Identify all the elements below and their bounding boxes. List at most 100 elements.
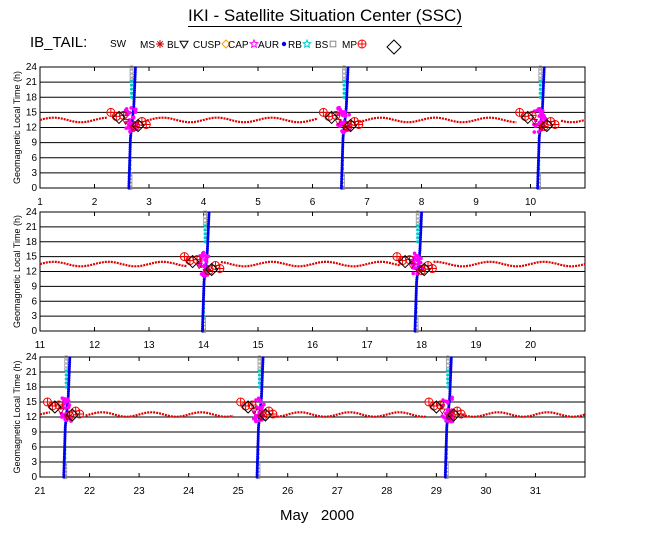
diamond-point xyxy=(446,408,461,422)
aur-point xyxy=(541,93,545,97)
aur-point xyxy=(256,448,260,452)
x-tick-label: 4 xyxy=(201,197,207,208)
aur-point xyxy=(418,251,422,255)
aur-point xyxy=(418,235,422,239)
legend-item: AUR xyxy=(258,39,289,51)
aur-point xyxy=(202,296,206,300)
aur-point xyxy=(341,145,345,149)
aur-point xyxy=(202,289,206,293)
aur-point xyxy=(67,372,71,375)
x-axis-title: May 2000 xyxy=(280,507,355,524)
aur-point xyxy=(256,426,260,429)
aur-point xyxy=(128,152,132,156)
rb-point xyxy=(342,79,346,83)
aur-point xyxy=(418,249,422,253)
aur-point xyxy=(340,166,344,170)
aur-point xyxy=(255,462,259,465)
aur-point xyxy=(62,455,66,459)
aur-point xyxy=(256,450,260,454)
x-tick-label: 7 xyxy=(364,197,370,208)
aur-point xyxy=(413,320,417,324)
aur-point xyxy=(206,244,210,248)
aur-point xyxy=(260,381,264,384)
bs-point xyxy=(64,359,69,364)
aur-point xyxy=(128,157,132,161)
aur-point xyxy=(340,157,344,161)
bl-point xyxy=(445,414,453,421)
aur-point xyxy=(206,235,210,239)
rb-point xyxy=(129,87,134,91)
cap-point xyxy=(338,124,342,129)
x-tick-label: 9 xyxy=(473,197,479,208)
aur-point xyxy=(255,466,259,470)
aur-point xyxy=(449,369,453,373)
bs-point xyxy=(538,73,543,78)
aur-point xyxy=(201,316,205,320)
aur-point xyxy=(444,437,448,441)
dot-icon xyxy=(281,41,287,47)
x-tick-label: 23 xyxy=(134,486,146,497)
aur-point xyxy=(67,367,71,371)
aur-point xyxy=(260,383,264,387)
aur-point xyxy=(200,327,204,331)
aur-point xyxy=(413,325,417,329)
aur-point xyxy=(537,145,541,149)
bl-point xyxy=(334,119,342,126)
aur-point xyxy=(201,325,205,329)
aur-point xyxy=(541,104,545,108)
cap-point xyxy=(340,129,344,133)
aur-point xyxy=(444,446,448,450)
aur-point xyxy=(345,98,349,102)
aur-point xyxy=(445,423,449,427)
aur-point xyxy=(537,157,541,161)
x-tick-label: 30 xyxy=(480,486,492,497)
aur-point xyxy=(418,246,422,250)
legend-item: BL xyxy=(167,39,190,51)
diamond-point xyxy=(343,118,358,133)
aur-point xyxy=(207,215,211,219)
cap-point xyxy=(337,106,341,111)
rb-point xyxy=(416,236,420,240)
y-tick-label: 21 xyxy=(26,77,38,88)
bl-point xyxy=(250,408,258,415)
aur-point xyxy=(201,318,205,322)
y-tick-label: 12 xyxy=(26,412,38,423)
chart-title: IKI - Satellite Situation Center (SSC) xyxy=(187,6,462,27)
diamond-point xyxy=(131,118,145,133)
aur-point xyxy=(414,287,418,291)
bs-point xyxy=(415,210,420,215)
aur-point xyxy=(201,302,205,306)
diamond-point xyxy=(398,254,412,269)
aur-point xyxy=(414,291,418,295)
aur-point xyxy=(256,437,260,441)
aur-point xyxy=(256,441,260,445)
bl-point xyxy=(67,410,75,417)
bl-point xyxy=(530,119,539,126)
aur-point xyxy=(340,181,344,185)
aur-point xyxy=(260,390,264,393)
x-tick-label: 13 xyxy=(143,340,155,351)
rb-point xyxy=(538,91,542,95)
aur-point xyxy=(341,143,345,147)
aur-point xyxy=(260,378,264,382)
aur-point xyxy=(340,163,344,167)
aur-point xyxy=(536,172,540,176)
aur-point xyxy=(419,229,423,233)
aur-point xyxy=(68,356,72,360)
aur-point xyxy=(537,136,541,140)
rb-point xyxy=(64,377,68,381)
bs-point xyxy=(415,214,420,219)
bl-point xyxy=(345,121,353,128)
aur-point xyxy=(444,453,448,456)
x-tick-label: 14 xyxy=(198,340,210,351)
aur-point xyxy=(133,75,137,79)
aur-point xyxy=(206,224,210,228)
aur-point xyxy=(419,220,423,224)
aur-point xyxy=(62,466,66,470)
aur-point xyxy=(418,244,422,248)
star-icon xyxy=(248,38,259,49)
aur-point xyxy=(414,289,418,293)
rb-point xyxy=(446,381,450,385)
bs-point xyxy=(538,65,543,70)
y-tick-label: 21 xyxy=(26,367,38,378)
